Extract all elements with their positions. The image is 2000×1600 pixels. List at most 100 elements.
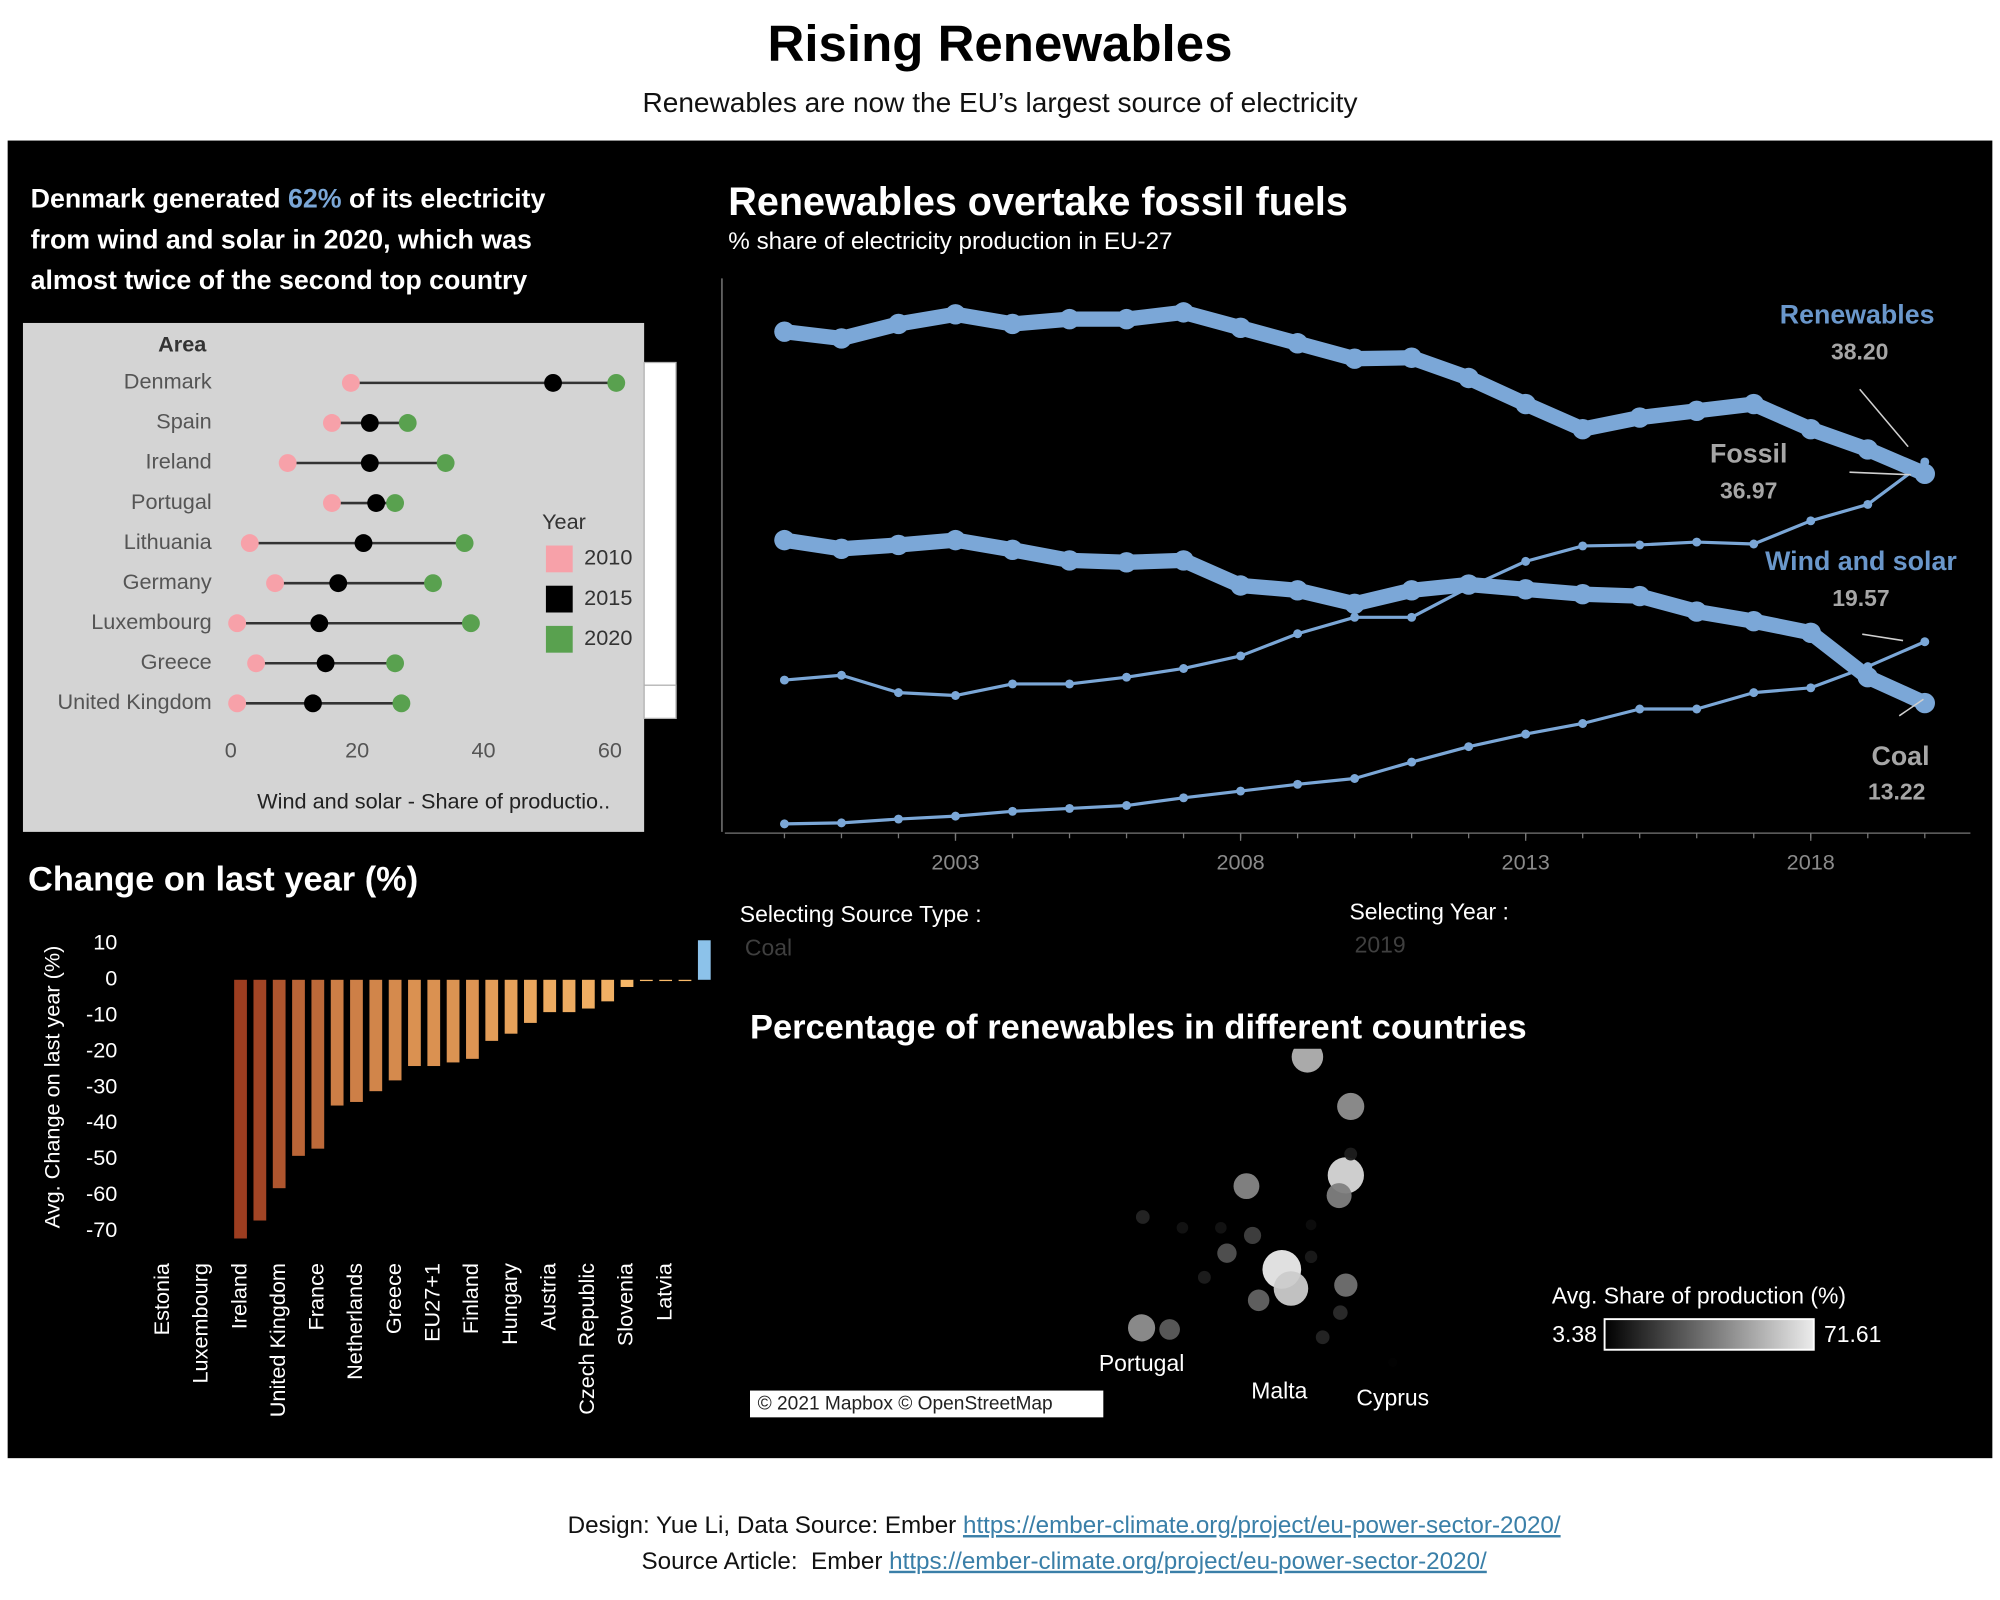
- dot: [354, 534, 373, 553]
- point: [1629, 585, 1650, 607]
- point: [1407, 757, 1417, 767]
- bar: [659, 979, 673, 982]
- point: [1350, 774, 1360, 783]
- footer-link[interactable]: https://ember-climate.org/project/eu-pow…: [889, 1548, 1487, 1575]
- chart-subtitle: % share of electricity production in EU-…: [728, 228, 1172, 255]
- x-tick-label: Latvia: [651, 1262, 676, 1321]
- point: [1230, 575, 1251, 596]
- control-value[interactable]: Coal: [745, 934, 792, 960]
- x-axis-label: Wind and solar - Share of productio..: [257, 788, 610, 813]
- legend-title: Year: [542, 509, 586, 534]
- x-tick-label: Ireland: [226, 1263, 251, 1329]
- color-legend: [1603, 1318, 1815, 1351]
- x-tick-label: Hungary: [497, 1263, 522, 1345]
- x-tick-label: Finland: [458, 1263, 483, 1334]
- x-tick-label: Greece: [381, 1263, 406, 1334]
- point: [1800, 622, 1821, 643]
- dashboard-title: Rising Renewables: [768, 15, 1233, 72]
- x-tick-label: 2018: [1787, 850, 1835, 875]
- point: [831, 538, 852, 560]
- point: [1857, 666, 1878, 688]
- legend-max: 71.61: [1824, 1321, 1881, 1347]
- point: [774, 321, 795, 342]
- control-value[interactable]: 2019: [1355, 932, 1406, 958]
- point: [1743, 393, 1764, 415]
- x-tick-label: Austria: [535, 1262, 560, 1330]
- map: [1127, 1048, 1398, 1368]
- dot: [266, 574, 284, 593]
- bubble: [1388, 1357, 1398, 1368]
- bar: [350, 979, 363, 1102]
- bubble: [1337, 1092, 1365, 1121]
- point: [1116, 308, 1137, 330]
- headline-text: of its electricity: [342, 184, 546, 214]
- label-pointer: [1859, 388, 1909, 448]
- point: [1806, 516, 1816, 526]
- point: [894, 688, 903, 698]
- category-label: Spain: [156, 409, 211, 434]
- dot: [278, 454, 297, 472]
- point: [1686, 400, 1707, 422]
- legend-label: 2010: [584, 545, 632, 570]
- category-label: Greece: [141, 649, 212, 674]
- dot: [341, 373, 360, 392]
- dot: [424, 574, 442, 593]
- bar: [524, 979, 537, 1023]
- bubble: [1135, 1210, 1150, 1224]
- bar: [388, 979, 402, 1081]
- y-tick-label: 0: [105, 966, 117, 991]
- x-tick-label: 2003: [931, 850, 979, 875]
- map-label: Portugal: [1099, 1350, 1184, 1376]
- headline-line: almost twice of the second top country: [31, 265, 528, 295]
- bubble: [1304, 1250, 1318, 1264]
- bubble: [1243, 1226, 1262, 1245]
- point: [1236, 786, 1246, 796]
- point: [779, 819, 789, 829]
- legend-title: Avg. Share of production (%): [1552, 1283, 1846, 1309]
- category-label: United Kingdom: [58, 689, 212, 714]
- dot: [386, 654, 405, 673]
- point: [1863, 662, 1873, 672]
- chart-title: Renewables overtake fossil fuels: [728, 180, 1348, 224]
- point: [779, 675, 789, 685]
- bar: [697, 940, 711, 980]
- x-tick-label: 60: [598, 737, 622, 762]
- point: [894, 814, 903, 824]
- attribution: © 2021 Mapbox © OpenStreetMap: [758, 1394, 1053, 1415]
- point: [1344, 593, 1365, 615]
- point: [831, 328, 852, 349]
- dot: [360, 414, 379, 432]
- bubble: [1273, 1271, 1309, 1306]
- y-axis-label: Avg. Change on last year (%): [39, 946, 64, 1229]
- bubble: [1233, 1173, 1260, 1200]
- footer-link[interactable]: https://ember-climate.org/project/eu-pow…: [963, 1512, 1561, 1539]
- category-label: Germany: [123, 569, 212, 594]
- y-tick-label: -20: [86, 1037, 117, 1062]
- legend-min: 3.38: [1552, 1321, 1597, 1347]
- legend-swatch: [545, 545, 573, 573]
- footer-text: Source Article: Ember: [641, 1548, 889, 1575]
- y-tick-label: -50: [86, 1145, 117, 1170]
- bubble: [1217, 1243, 1237, 1263]
- bar: [620, 979, 634, 987]
- bar: [311, 979, 325, 1149]
- value-label: 36.97: [1720, 478, 1777, 504]
- point: [1515, 579, 1536, 600]
- dot: [367, 494, 386, 512]
- legend-label: 2015: [584, 585, 632, 610]
- y-tick-label: 10: [93, 930, 117, 955]
- dot: [461, 614, 480, 633]
- x-tick-label: 20: [345, 737, 369, 762]
- y-tick-label: -30: [86, 1073, 117, 1098]
- point: [945, 529, 966, 551]
- series-label: Renewables: [1780, 300, 1935, 330]
- point: [1059, 308, 1080, 330]
- scrollbar-thumb[interactable]: [643, 684, 677, 720]
- point: [1464, 742, 1474, 752]
- x-tick-label: United Kingdom: [265, 1263, 290, 1417]
- point: [1920, 637, 1930, 647]
- point: [1287, 580, 1308, 601]
- scrollbar[interactable]: [643, 361, 677, 720]
- bar: [369, 979, 383, 1092]
- point: [1692, 537, 1702, 547]
